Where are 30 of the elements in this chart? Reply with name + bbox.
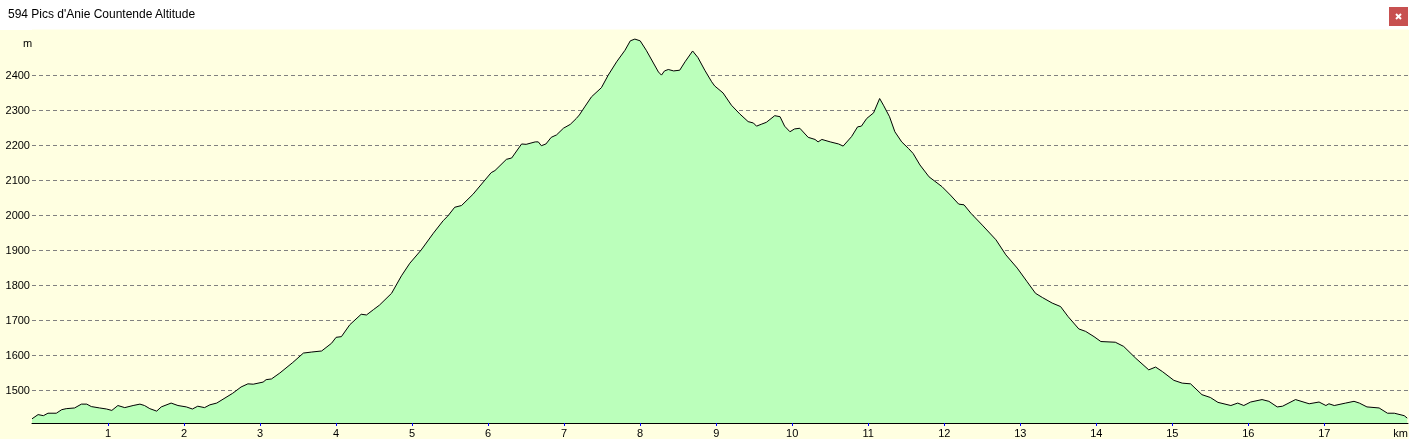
- x-tick-label: 13: [1014, 426, 1027, 439]
- x-tick-label: 6: [485, 426, 492, 439]
- x-tick-label: 15: [1166, 426, 1179, 439]
- x-tick-label: 17: [1318, 426, 1331, 439]
- x-tick-label: 10: [786, 426, 799, 439]
- chart-title: 594 Pics d'Anie Countende Altitude: [8, 7, 196, 21]
- y-tick-label: 1600: [5, 349, 30, 362]
- x-tick-label: 5: [409, 426, 416, 439]
- y-tick-label: 1800: [5, 279, 30, 292]
- x-tick-label: 8: [637, 426, 644, 439]
- x-tick-label: 16: [1242, 426, 1255, 439]
- y-tick-label: 2300: [5, 104, 30, 117]
- x-tick-label: 1: [104, 426, 112, 439]
- x-tick-label: 12: [938, 426, 951, 439]
- y-axis-title: m: [23, 36, 33, 49]
- x-tick-label: 9: [713, 426, 720, 439]
- y-tick-label: 1900: [5, 244, 30, 257]
- x-tick-label: 14: [1090, 426, 1103, 439]
- y-tick-label: 1500: [5, 384, 30, 397]
- y-tick-label: 2200: [5, 139, 30, 152]
- y-tick-label: 2400: [5, 69, 30, 82]
- x-tick-label: 2: [180, 426, 188, 439]
- y-tick-label: 2100: [5, 174, 30, 187]
- y-tick-label: 2000: [5, 209, 30, 222]
- y-tick-label: 1700: [5, 314, 30, 327]
- x-tick-label: 11: [862, 426, 874, 439]
- x-axis-title: km: [1393, 426, 1409, 439]
- x-tick-label: 4: [333, 426, 340, 439]
- x-tick-label: 3: [257, 426, 264, 439]
- x-tick-label: 7: [561, 426, 568, 439]
